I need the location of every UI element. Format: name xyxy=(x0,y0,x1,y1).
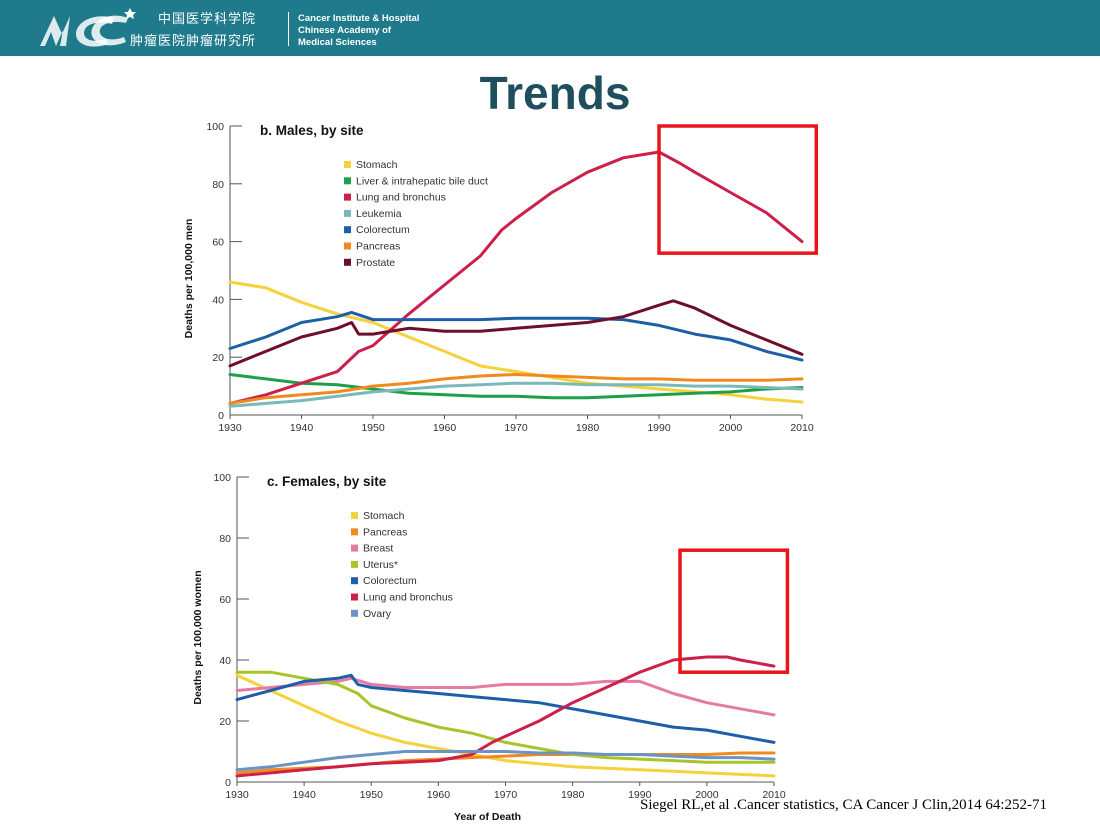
x-tick-label: 1970 xyxy=(504,422,528,434)
legend-item-label: Lung and bronchus xyxy=(356,192,446,204)
legend-swatch xyxy=(344,177,351,185)
legend-item-label: Pancreas xyxy=(363,526,407,538)
x-tick-label: 1990 xyxy=(628,789,652,801)
x-tick-label: 1980 xyxy=(561,789,585,801)
y-tick-label: 80 xyxy=(212,179,224,191)
y-tick-label: 60 xyxy=(219,594,231,606)
chart-panel-1: 0 20 40 60 80 100 1930 1940 1950 1960 1970 1980 1990… xyxy=(183,121,819,434)
legend-item-label: Liver & intrahepatic bile duct xyxy=(356,175,488,187)
highlight-box xyxy=(678,548,790,674)
legend-item-label: Leukemia xyxy=(356,208,402,220)
legend-item-label: Ovary xyxy=(363,608,392,620)
logo-divider xyxy=(288,12,289,46)
x-tick-label: 1930 xyxy=(218,422,242,434)
legend-swatch xyxy=(351,577,358,585)
legend-swatch xyxy=(351,609,358,617)
x-tick-label: 1960 xyxy=(433,422,457,434)
chart-title: c. Females, by site xyxy=(267,474,387,489)
x-axis-label: Year of Death xyxy=(454,811,521,823)
citation-text: Siegel RL,et al .Cancer statistics, CA C… xyxy=(640,797,1048,813)
y-tick-label: 0 xyxy=(225,777,231,789)
legend-swatch xyxy=(351,544,358,552)
x-tick-label: 1930 xyxy=(225,789,249,801)
logo-chinese-line-2: 肿瘤医院肿瘤研究所 xyxy=(130,34,257,49)
legend-swatch xyxy=(344,209,351,217)
series-line xyxy=(235,655,776,778)
series-line xyxy=(235,676,776,717)
x-tick-label: 2010 xyxy=(790,422,814,434)
legend-swatch xyxy=(344,258,351,266)
legend-item-label: Pancreas xyxy=(356,241,400,253)
series-line xyxy=(235,673,776,778)
legend-item-label: Colorectum xyxy=(356,224,410,236)
y-axis-label: Deaths per 100,000 men xyxy=(183,219,195,339)
header-banner: 中国医学科学院 肿瘤医院肿瘤研究所 Cancer Institute & Hos… xyxy=(0,0,1100,56)
slide-title: Trends xyxy=(479,67,631,119)
chart-title: b. Males, by site xyxy=(260,123,364,138)
legend-swatch xyxy=(351,593,358,601)
y-tick-label: 40 xyxy=(219,655,231,667)
legend-swatch xyxy=(344,242,351,250)
series-line xyxy=(228,299,804,368)
legend-item-label: Breast xyxy=(363,543,393,555)
x-tick-label: 2000 xyxy=(695,789,719,801)
y-tick-label: 20 xyxy=(219,716,231,728)
series-line xyxy=(228,310,804,362)
legend-item-label: Prostate xyxy=(356,257,395,269)
chart-panel-2: 0 20 40 60 80 100 1930 1940 1950 1960 1970 1980 1990… xyxy=(192,472,790,823)
highlight-box xyxy=(657,124,819,255)
logo-english-line-2: Chinese Academy of xyxy=(298,25,392,36)
y-tick-label: 60 xyxy=(212,237,224,249)
y-tick-label: 100 xyxy=(213,472,231,484)
x-tick-label: 2000 xyxy=(719,422,743,434)
series-line xyxy=(228,373,804,405)
legend-swatch xyxy=(351,528,358,536)
x-tick-label: 1940 xyxy=(292,789,316,801)
x-tick-label: 1970 xyxy=(494,789,518,801)
x-tick-label: 1990 xyxy=(647,422,671,434)
legend-item-label: Lung and bronchus xyxy=(363,592,453,604)
y-tick-label: 40 xyxy=(212,294,224,306)
legend-item-label: Stomach xyxy=(356,159,398,171)
x-tick-label: 1950 xyxy=(360,789,384,801)
y-tick-label: 100 xyxy=(206,121,224,133)
institute-logo-mark xyxy=(40,8,136,47)
series-line xyxy=(235,670,776,764)
y-tick-label: 20 xyxy=(212,352,224,364)
series-line xyxy=(228,381,804,408)
x-tick-label: 1960 xyxy=(427,789,451,801)
y-axis-label: Deaths per 100,000 women xyxy=(192,570,204,704)
legend-swatch xyxy=(344,161,351,168)
logo-english-line-1: Cancer Institute & Hospital xyxy=(298,13,420,24)
legend-item-label: Stomach xyxy=(363,510,405,522)
legend-swatch xyxy=(351,560,358,568)
series-line xyxy=(235,750,776,772)
legend-swatch xyxy=(344,193,351,201)
logo-chinese-line-1: 中国医学科学院 xyxy=(158,12,257,27)
legend-item-label: Uterus* xyxy=(363,559,398,571)
x-tick-label: 1980 xyxy=(576,422,600,434)
legend-swatch xyxy=(351,512,358,519)
x-tick-label: 2010 xyxy=(762,789,786,801)
series-line xyxy=(228,373,804,400)
series-line xyxy=(235,673,776,744)
y-tick-label: 80 xyxy=(219,533,231,545)
x-tick-label: 1950 xyxy=(361,422,385,434)
series-line xyxy=(228,150,804,405)
logo-english-line-3: Medical Sciences xyxy=(298,37,377,48)
legend-swatch xyxy=(344,226,351,234)
y-tick-label: 0 xyxy=(218,410,224,422)
legend-item-label: Colorectum xyxy=(363,575,417,587)
x-tick-label: 1940 xyxy=(290,422,314,434)
